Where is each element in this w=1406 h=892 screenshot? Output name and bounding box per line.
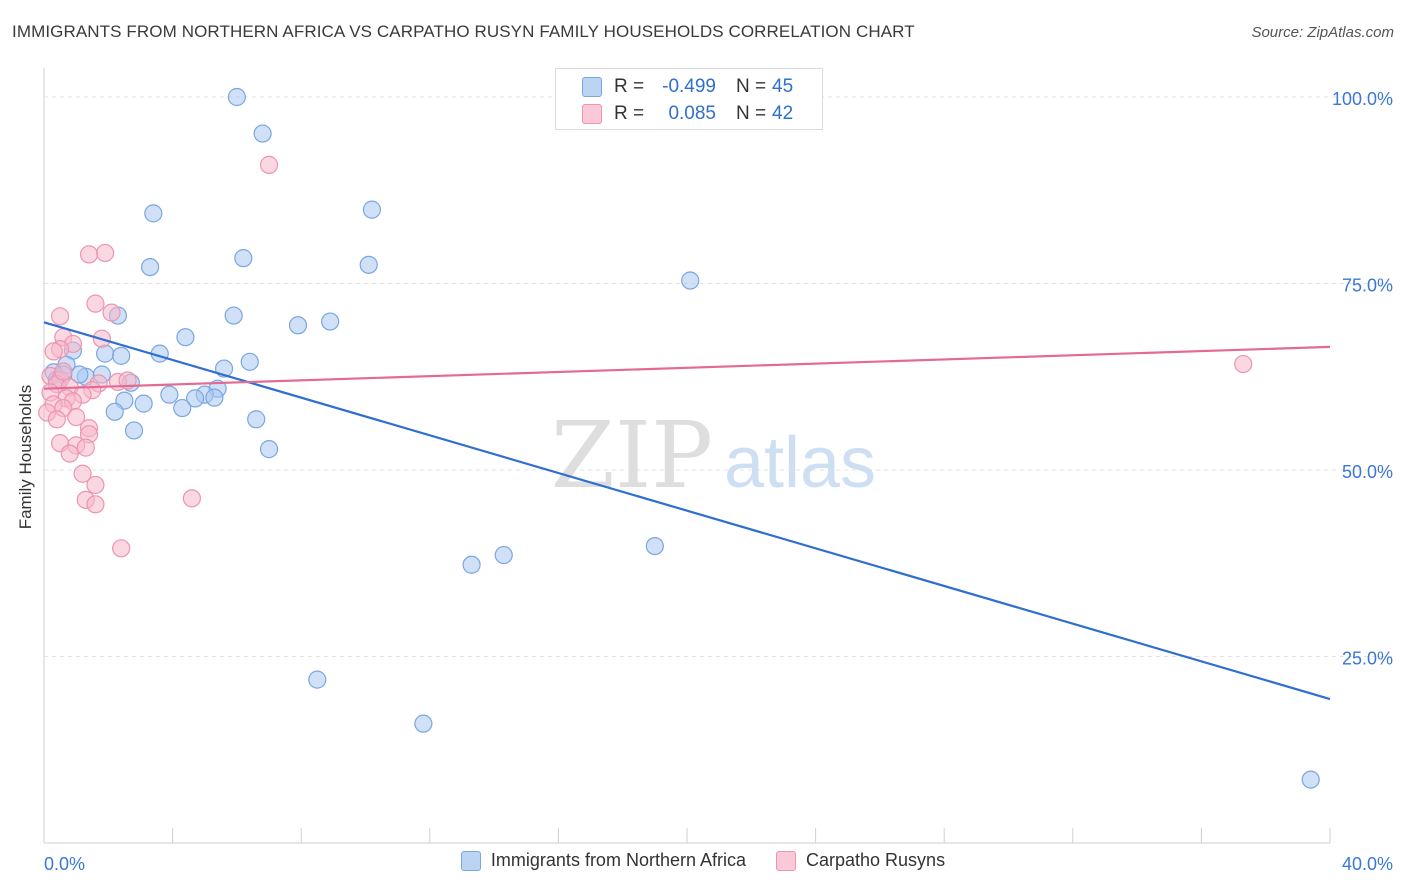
legend-item-carpatho-rusyns[interactable]: Carpatho Rusyns — [776, 850, 945, 871]
data-point-pink — [102, 303, 121, 322]
legend-swatch-blue — [460, 850, 481, 871]
stats-n-value: 45 — [772, 76, 794, 97]
data-point-blue — [140, 257, 160, 277]
data-point-pink — [79, 245, 99, 264]
data-point-pink — [259, 155, 279, 174]
data-point-pink — [86, 495, 105, 514]
data-point-pink — [73, 464, 92, 483]
stats-n-label: N = — [736, 103, 767, 124]
data-point-blue — [95, 344, 115, 363]
data-point-blue — [224, 306, 243, 325]
stats-n-value: 42 — [772, 103, 794, 124]
data-point-blue — [288, 316, 308, 335]
stats-box: R = -0.499 N = 45 R = 0.085 N = 42 — [555, 68, 823, 130]
data-point-pink — [118, 371, 137, 390]
trend-line-pink — [43, 345, 1331, 390]
data-point-blue — [227, 87, 246, 107]
legend-label: Carpatho Rusyns — [806, 850, 946, 870]
data-point-blue — [186, 389, 205, 408]
data-point-pink — [44, 342, 63, 361]
series-carpatho-rusyns — [38, 155, 1253, 558]
data-point-blue — [144, 204, 163, 223]
series-immigrants-northern-africa — [44, 87, 1320, 789]
data-point-blue — [681, 271, 700, 290]
data-point-pink — [76, 438, 95, 457]
y-tick-label: 100.0% — [1332, 89, 1393, 109]
stats-swatch-pink — [582, 104, 602, 124]
watermark-zip: ZIP — [551, 402, 713, 509]
legend-item-immigrants-northern-africa[interactable]: Immigrants from Northern Africa — [460, 850, 746, 871]
watermark: ZIP atlas — [551, 402, 876, 509]
data-point-blue — [253, 124, 272, 143]
legend-label: Immigrants from Northern Africa — [490, 850, 746, 870]
stats-r-value: -0.499 — [662, 76, 716, 97]
data-point-pink — [86, 294, 105, 313]
data-point-blue — [124, 421, 144, 440]
data-point-blue — [112, 346, 131, 365]
data-point-blue — [105, 402, 124, 421]
stats-swatch-blue — [582, 77, 602, 97]
data-point-blue — [240, 352, 259, 371]
x-tick-label: 0.0% — [44, 854, 85, 874]
data-point-blue — [205, 388, 224, 407]
tick-labels: 100.0% 75.0% 50.0% 25.0% 0.0% 40.0% — [44, 89, 1393, 874]
data-point-pink — [182, 489, 201, 508]
data-point-blue — [176, 328, 195, 347]
data-point-pink — [60, 444, 79, 463]
watermark-atlas: atlas — [724, 423, 876, 503]
data-point-blue — [247, 410, 266, 429]
stats-r-label: R = — [614, 76, 645, 97]
data-point-blue — [160, 385, 179, 404]
data-point-pink — [50, 307, 70, 326]
trend-lines — [43, 321, 1331, 701]
stats-r-value: 0.085 — [668, 103, 716, 124]
data-point-blue — [362, 200, 382, 219]
source-credit: Source: ZipAtlas.com — [1251, 24, 1394, 41]
y-tick-label: 25.0% — [1342, 649, 1393, 669]
data-point-blue — [173, 398, 192, 418]
data-point-pink — [112, 539, 131, 558]
data-point-blue — [134, 394, 153, 413]
y-axis-label: Family Households — [16, 384, 35, 530]
data-point-pink — [54, 362, 73, 381]
data-point-blue — [359, 255, 378, 274]
stats-r-label: R = — [614, 103, 645, 124]
chart-title: IMMIGRANTS FROM NORTHERN AFRICA VS CARPA… — [12, 22, 915, 41]
data-point-blue — [1301, 770, 1320, 789]
chart-legend: Immigrants from Northern Africa Carpatho… — [0, 850, 1406, 871]
y-tick-label: 50.0% — [1342, 462, 1393, 482]
x-tick-label: 40.0% — [1342, 854, 1393, 874]
data-point-pink — [86, 475, 105, 495]
y-tick-label: 75.0% — [1342, 276, 1393, 296]
axes — [43, 68, 1331, 844]
grid-lines — [44, 96, 1392, 657]
legend-swatch-pink — [776, 850, 796, 871]
data-point-pink — [95, 243, 115, 263]
trend-line-blue — [43, 321, 1331, 701]
stats-n-label: N = — [736, 76, 767, 97]
data-point-blue — [321, 312, 340, 331]
data-point-pink — [67, 407, 86, 427]
data-point-pink — [47, 410, 66, 429]
data-point-blue — [494, 545, 513, 565]
data-point-blue — [414, 714, 433, 733]
data-point-pink — [1234, 354, 1253, 374]
data-point-blue — [462, 555, 481, 574]
data-point-blue — [645, 536, 664, 556]
data-point-blue — [234, 249, 253, 268]
data-point-blue — [259, 440, 279, 459]
data-point-blue — [308, 670, 327, 689]
